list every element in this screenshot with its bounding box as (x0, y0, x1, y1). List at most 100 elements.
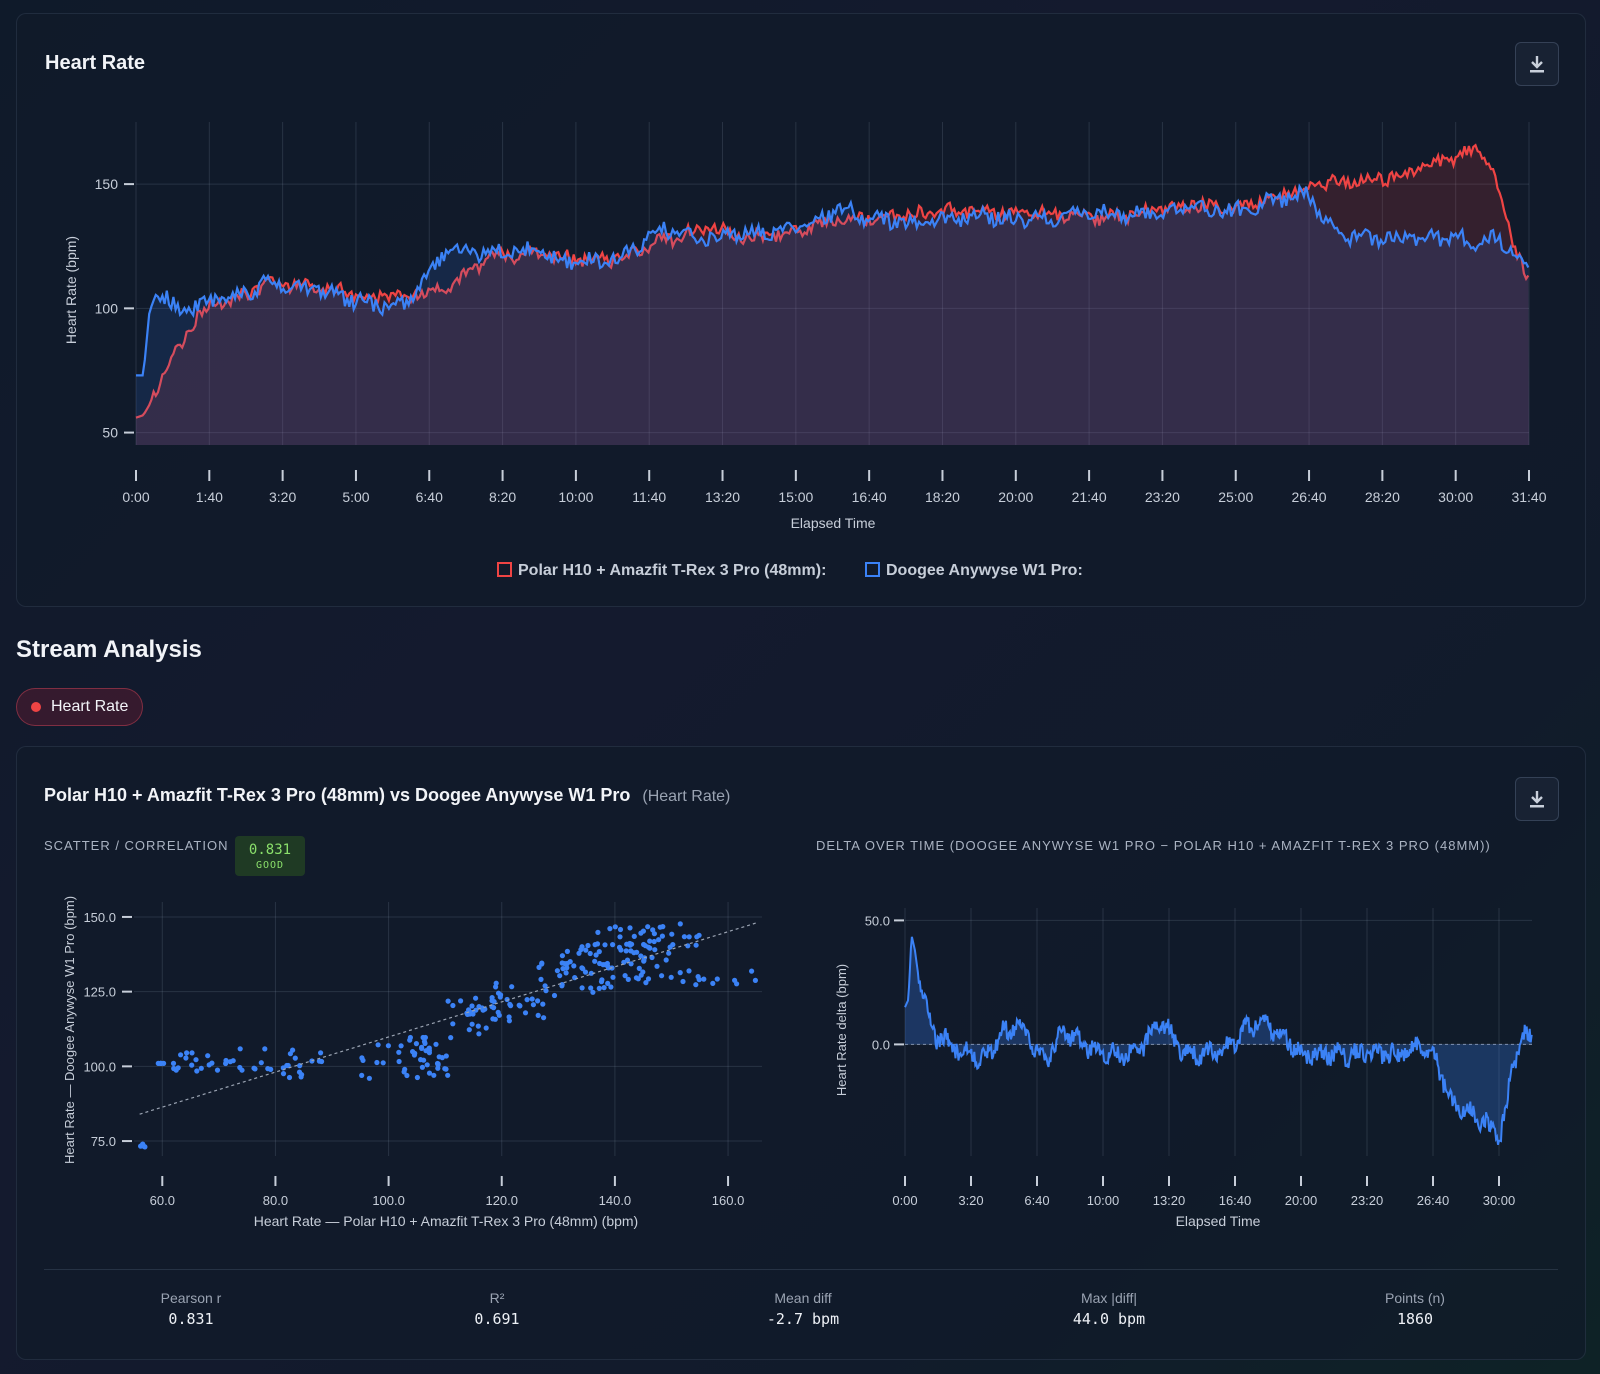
delta-chart: 0:00 3:20 6:40 10:00 13:20 16:40 20:00 23:20 26:… (834, 908, 1533, 1229)
x-tick-label: 25:00 (1218, 489, 1253, 505)
series-area-doogee (136, 186, 1529, 445)
x-tick-label: 60.0 (150, 1193, 175, 1208)
scatter-point (299, 1072, 305, 1078)
scatter-point (563, 970, 569, 976)
scatter-point (564, 948, 571, 954)
scatter-point (469, 1003, 475, 1009)
stat-value: 44.0 bpm (1072, 1310, 1146, 1328)
scatter-point (189, 1050, 195, 1056)
scatter-point (223, 1060, 229, 1067)
scatter-point (292, 1055, 298, 1061)
scatter-point (536, 964, 542, 970)
scatter-point (284, 1062, 290, 1069)
scatter-point (677, 970, 683, 976)
series-area-polar (136, 145, 1529, 445)
scatter-point (214, 1067, 221, 1073)
comparison-download-button[interactable] (1515, 777, 1559, 821)
y-tick-label: 0.0 (872, 1037, 890, 1052)
scatter-point (551, 992, 558, 999)
scatter-point (657, 924, 663, 930)
scatter-point (516, 1002, 522, 1008)
scatter-point (433, 1041, 439, 1047)
x-tick-label: 23:20 (1145, 489, 1180, 505)
scatter-point (479, 1005, 485, 1011)
x-tick-label: 140.0 (599, 1193, 632, 1208)
scatter-point (506, 1018, 512, 1024)
x-axis-label: Elapsed Time (791, 515, 876, 531)
x-tick-label: 5:00 (342, 489, 369, 505)
scatter-point (404, 1072, 410, 1079)
scatter-point (572, 975, 578, 981)
scatter-point (600, 962, 606, 968)
scatter-point (419, 1044, 425, 1050)
scatter-point (601, 985, 607, 991)
scatter-point (585, 942, 591, 949)
y-axis-label: Heart Rate delta (bpm) (834, 964, 849, 1096)
scatter-point (635, 976, 641, 982)
scatter-point (559, 953, 566, 959)
scatter-point (464, 1011, 471, 1017)
scatter-point (631, 950, 637, 956)
heart-rate-download-button[interactable] (1515, 42, 1559, 86)
legend-label: Polar H10 + Amazfit T-Rex 3 Pro (48mm): (518, 562, 826, 579)
scatter-point (604, 960, 611, 967)
x-tick-label: 30:00 (1483, 1193, 1516, 1208)
scatter-point (622, 973, 628, 979)
heart-rate-stream-chip[interactable]: Heart Rate (16, 688, 144, 726)
scatter-point (641, 941, 647, 948)
scatter-point (542, 983, 548, 989)
scatter-point (290, 1047, 296, 1053)
scatter-point (439, 1055, 445, 1061)
scatter-point (605, 980, 611, 986)
scatter-point (629, 941, 635, 947)
scatter-point (579, 985, 585, 991)
scatter-point (647, 945, 653, 951)
stats-divider (44, 1269, 1558, 1270)
x-tick-label: 15:00 (778, 489, 813, 505)
scatter-point (641, 957, 647, 964)
scatter-point (610, 974, 616, 980)
y-tick-label: 100.0 (83, 1059, 116, 1074)
heart-rate-card-title: Heart Rate (45, 52, 146, 74)
stat-max-diff: Max |diff| 44.0 bpm (1009, 1290, 1209, 1328)
scatter-point (493, 984, 499, 990)
legend-label: Doogee Anywyse W1 Pro: (886, 562, 1083, 579)
scatter-point (579, 944, 585, 950)
scatter-point (497, 994, 503, 1000)
scatter-point (593, 952, 599, 958)
x-tick-label: 100.0 (372, 1193, 405, 1208)
scatter-point (401, 1069, 407, 1075)
scatter-point (473, 995, 479, 1001)
scatter-point (443, 1066, 449, 1072)
scatter-point (618, 947, 624, 953)
scatter-point (659, 973, 665, 979)
scatter-point (669, 931, 675, 937)
scatter-point (638, 972, 644, 978)
x-tick-label: 120.0 (485, 1193, 518, 1208)
scatter-point (491, 1005, 497, 1011)
scatter-point (251, 1065, 257, 1071)
scatter-point (587, 950, 593, 957)
scatter-point (554, 968, 561, 974)
scatter-point (749, 968, 755, 974)
scatter-point (608, 984, 614, 990)
scatter-point (621, 959, 627, 965)
scatter-point (424, 1062, 430, 1068)
x-tick-label: 80.0 (263, 1193, 288, 1208)
y-tick-label: 100 (95, 300, 119, 316)
scatter-point (643, 980, 649, 986)
scatter-point (227, 1059, 233, 1065)
stat-label: Points (n) (1385, 1290, 1445, 1306)
x-tick-label: 11:40 (632, 489, 666, 505)
y-tick-label: 125.0 (83, 985, 116, 1000)
scatter-point (414, 1074, 420, 1081)
scatter-point (752, 977, 759, 983)
scatter-point (559, 982, 565, 988)
scatter-point (535, 998, 541, 1004)
scatter-point (495, 1009, 501, 1015)
x-tick-label: 10:00 (1087, 1193, 1120, 1208)
scatter-point (693, 942, 699, 948)
x-tick-label: 20:00 (1285, 1193, 1318, 1208)
x-tick-label: 3:20 (958, 1193, 983, 1208)
scatter-point (539, 960, 545, 966)
